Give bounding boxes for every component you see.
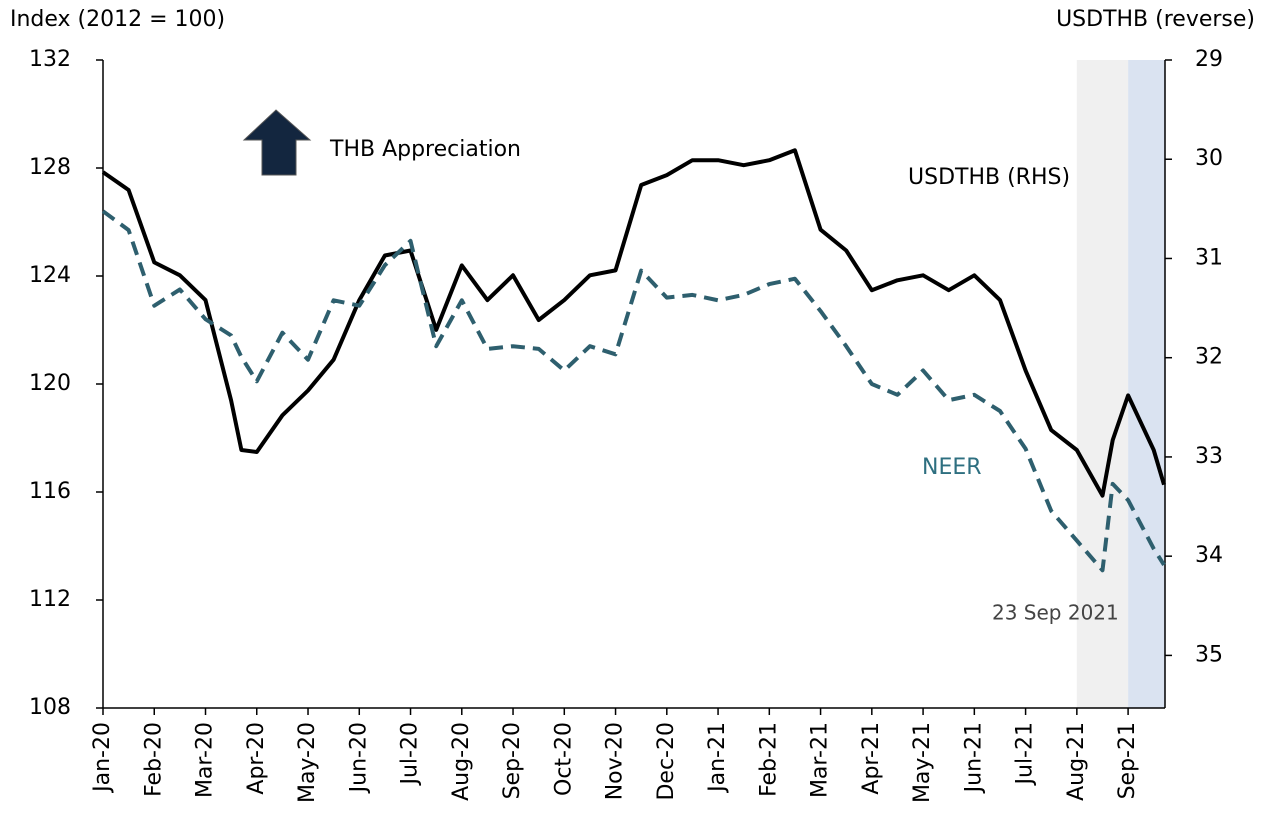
appreciation-arrow [242,109,312,176]
x-tick-label: Jan-21 [705,722,730,794]
y2-axis-title: USDTHB (reverse) [1056,7,1255,32]
x-tick-label: Sep-21 [1115,722,1140,799]
series-line [101,209,1166,573]
x-tick-label: Dec-20 [654,722,679,801]
x-tick-label: Mar-20 [193,722,218,798]
y2-tick-label: 33 [1195,444,1223,469]
x-tick-label: May-20 [295,722,320,803]
shaded-region [1128,60,1165,708]
x-tick-label: May-21 [910,722,935,803]
x-tick-label: Feb-20 [141,722,166,797]
x-tick-label: Jan-20 [90,722,115,794]
x-tick-label: Apr-20 [244,722,269,795]
x-tick-label: Mar-21 [808,722,833,798]
x-tick-label: Oct-20 [551,722,576,796]
annotation: NEER [922,455,982,480]
x-tick-label: Aug-20 [449,722,474,801]
y2-tick-label: 31 [1195,245,1223,270]
shaded-region [1076,60,1129,708]
series-line [101,148,1166,498]
y-tick-label: 108 [29,695,71,720]
x-tick-label: Jul-21 [1013,722,1038,786]
x-tick-label: Feb-21 [756,722,781,797]
y-tick-label: 124 [29,263,71,288]
x-tick-label: Nov-20 [603,722,628,800]
x-tick-label: Aug-21 [1064,722,1089,801]
x-tick-label: Sep-20 [500,722,525,799]
y-tick-label: 128 [29,155,71,180]
y-tick-label: 132 [29,47,71,72]
y-tick-label: 112 [29,587,71,612]
annotation: 23 Sep 2021 [992,601,1119,625]
x-tick-label: Jul-20 [398,722,423,786]
y2-tick-label: 34 [1195,543,1223,568]
x-tick-label: Jun-21 [961,722,986,794]
y-axis-title: Index (2012 = 100) [10,7,225,32]
y2-tick-label: 30 [1195,146,1223,171]
y2-tick-label: 35 [1195,642,1223,667]
shading [1076,60,1165,708]
annotation: THB Appreciation [329,137,521,162]
y-tick-label: 120 [29,371,71,396]
y2-tick-label: 29 [1195,47,1223,72]
annotation: USDTHB (RHS) [908,165,1070,190]
x-tick-label: Jun-20 [346,722,371,794]
y2-tick-label: 32 [1195,345,1223,370]
y-tick-label: 116 [29,479,71,504]
x-tick-label: Apr-21 [859,722,884,795]
